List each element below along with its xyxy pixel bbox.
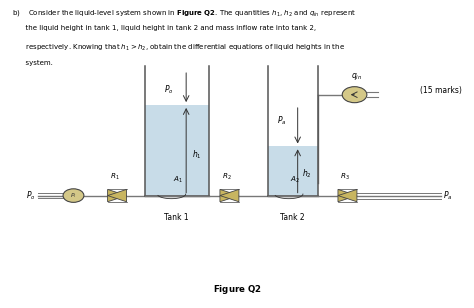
Text: system.: system. [12, 60, 53, 66]
Text: $h_2$: $h_2$ [302, 167, 312, 180]
Text: $A_2$: $A_2$ [290, 175, 300, 185]
Text: $P_a$: $P_a$ [277, 114, 286, 127]
Text: $q_{in}$: $q_{in}$ [351, 71, 363, 82]
Circle shape [342, 87, 367, 103]
Polygon shape [108, 189, 127, 202]
Text: (15 marks): (15 marks) [420, 86, 462, 95]
Text: respectively. Knowing that $h_1 > h_2$, obtain the differential equations of liq: respectively. Knowing that $h_1 > h_2$, … [12, 43, 345, 53]
Text: $P_o$: $P_o$ [26, 189, 36, 202]
Text: $h_1$: $h_1$ [192, 148, 201, 161]
Text: $R_1$: $R_1$ [110, 172, 119, 182]
Text: $R_3$: $R_3$ [340, 172, 350, 182]
Text: $P_o$: $P_o$ [164, 83, 173, 96]
Bar [268, 146, 318, 196]
Text: $\mathbf{Figure\ Q2}$: $\mathbf{Figure\ Q2}$ [213, 283, 261, 296]
Text: $P_a$: $P_a$ [443, 189, 453, 202]
Text: $P_i$: $P_i$ [70, 191, 77, 200]
Polygon shape [220, 189, 239, 202]
Polygon shape [220, 189, 239, 202]
Circle shape [63, 189, 84, 202]
Text: the liquid height in tank 1, liquid height in tank 2 and mass inflow rate into t: the liquid height in tank 1, liquid heig… [12, 25, 316, 31]
Polygon shape [108, 189, 127, 202]
Polygon shape [338, 189, 357, 202]
Text: Tank 1: Tank 1 [164, 213, 189, 221]
Text: $A_1$: $A_1$ [173, 175, 183, 185]
Text: b)    Consider the liquid-level system shown in $\mathbf{Figure\ Q2}$. The quant: b) Consider the liquid-level system show… [12, 8, 356, 18]
Text: Tank 2: Tank 2 [281, 213, 305, 221]
Polygon shape [338, 189, 357, 202]
Bar [145, 105, 209, 196]
Text: $R_2$: $R_2$ [222, 172, 232, 182]
